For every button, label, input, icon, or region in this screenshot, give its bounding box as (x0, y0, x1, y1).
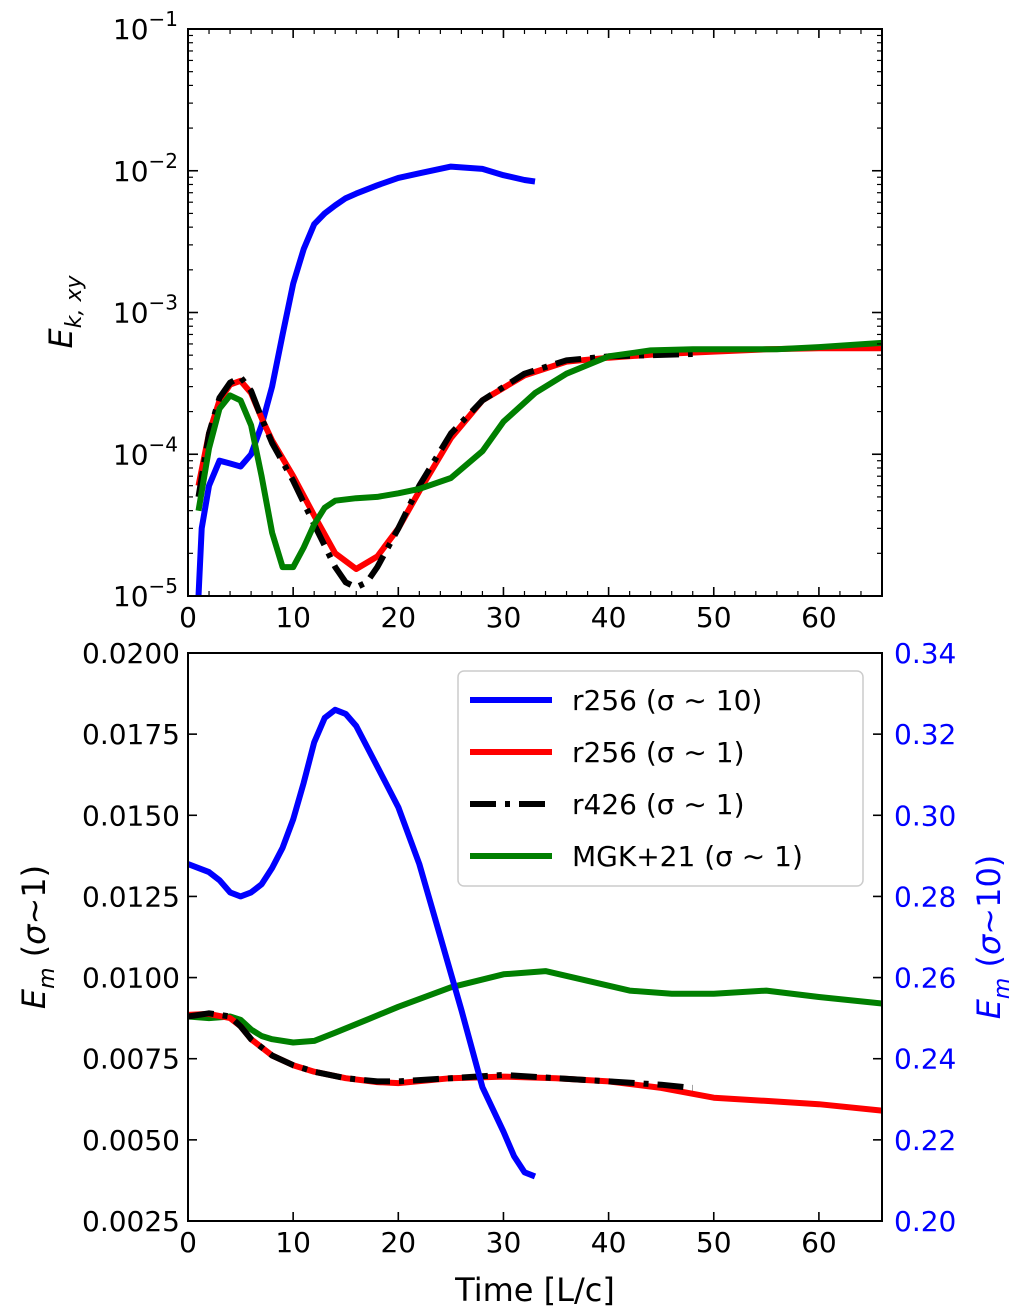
bottom-right-y-tick-label: 0.26 (894, 962, 956, 995)
bottom-left-y-tick-label: 0.0025 (82, 1205, 180, 1238)
legend: r256 (σ ∼ 10) r256 (σ ∼ 1) r426 (σ ∼ 1) MGK… (457, 670, 864, 887)
bottom-right-y-tick-label: 0.32 (894, 718, 956, 751)
top-y-tick-label: 10−3 (113, 291, 178, 330)
top-y-axis-label: Ek, xy (42, 275, 87, 349)
bottom-x-axis-label: Time [L/c] (454, 1271, 615, 1307)
bottom-x-tick-label: 20 (380, 1226, 416, 1259)
bottom-right-y-tick-label: 0.28 (894, 880, 956, 913)
bottom-left-y-tick-label: 0.0175 (82, 718, 180, 751)
top-x-tick-label: 60 (801, 601, 837, 634)
top-y-tick-label: 10−5 (113, 574, 178, 613)
bottom-panel: 0 10 20 30 40 50 60 0.0025 0.0050 0.0075 0.0100 0.0… (15, 637, 1015, 1307)
bottom-right-y-tick-label: 0.20 (894, 1205, 956, 1238)
bottom-right-y-tick-label: 0.34 (894, 637, 956, 670)
top-panel: 0 10 20 30 40 50 60 10−5 10−4 10−3 10−2 10−1 Ek, xy (42, 7, 883, 634)
bottom-right-y-tick-label: 0.24 (894, 1043, 956, 1076)
bottom-ticks: 0 10 20 30 40 50 60 0.0025 0.0050 0.0075 0.0100 0.0… (82, 637, 956, 1259)
top-series-line-1 (195, 345, 882, 572)
bottom-x-tick-label: 40 (591, 1226, 627, 1259)
top-x-tick-label: 30 (486, 601, 522, 634)
top-series-line-3 (195, 339, 882, 571)
top-x-tick-label: 10 (275, 601, 311, 634)
bottom-left-y-tick-label: 0.0050 (82, 1124, 180, 1157)
bottom-x-tick-label: 50 (696, 1226, 732, 1259)
bottom-left-y-tick-label: 0.0150 (82, 799, 180, 832)
bottom-left-y-axis-label: Em (σ∼1) (15, 865, 60, 1009)
bottom-series-group (188, 706, 882, 1180)
top-ticks: 0 10 20 30 40 50 60 10−5 10−4 10−3 10−2 10−1 (113, 7, 882, 634)
bottom-axes-frame (187, 652, 883, 1222)
legend-label-2: r426 (σ ∼ 1) (572, 788, 745, 821)
top-x-tick-label: 50 (696, 601, 732, 634)
top-series-line-0 (195, 163, 536, 596)
top-series-line-2 (195, 351, 693, 591)
top-x-tick-label: 40 (591, 601, 627, 634)
top-series-group (195, 163, 882, 596)
top-x-tick-label: 20 (380, 601, 416, 634)
bottom-x-tick-label: 30 (486, 1226, 522, 1259)
top-y-tick-label: 10−1 (113, 7, 178, 46)
top-axes-frame (187, 28, 883, 597)
bottom-left-y-tick-label: 0.0100 (82, 962, 180, 995)
bottom-right-y-tick-label: 0.30 (894, 799, 956, 832)
top-x-tick-label: 0 (179, 601, 197, 634)
bottom-right-y-axis-label: Em (σ∼10) (970, 855, 1015, 1020)
legend-label-0: r256 (σ ∼ 10) (572, 684, 762, 717)
bottom-x-tick-label: 60 (801, 1226, 837, 1259)
bottom-x-tick-label: 0 (179, 1226, 197, 1259)
bottom-series-line-3 (188, 968, 882, 1046)
legend-box (457, 670, 864, 887)
top-y-tick-label: 10−4 (113, 432, 178, 471)
bottom-x-tick-label: 10 (275, 1226, 311, 1259)
legend-label-3: MGK+21 (σ ∼ 1) (572, 840, 803, 873)
legend-label-1: r256 (σ ∼ 1) (572, 736, 745, 769)
bottom-left-y-tick-label: 0.0125 (82, 880, 180, 913)
bottom-series-line-0 (188, 706, 537, 1180)
bottom-left-y-tick-label: 0.0200 (82, 637, 180, 670)
bottom-left-y-tick-label: 0.0075 (82, 1043, 180, 1076)
bottom-series-line-2 (188, 1010, 694, 1091)
top-y-tick-label: 10−2 (113, 149, 178, 188)
bottom-right-y-tick-label: 0.22 (894, 1124, 956, 1157)
